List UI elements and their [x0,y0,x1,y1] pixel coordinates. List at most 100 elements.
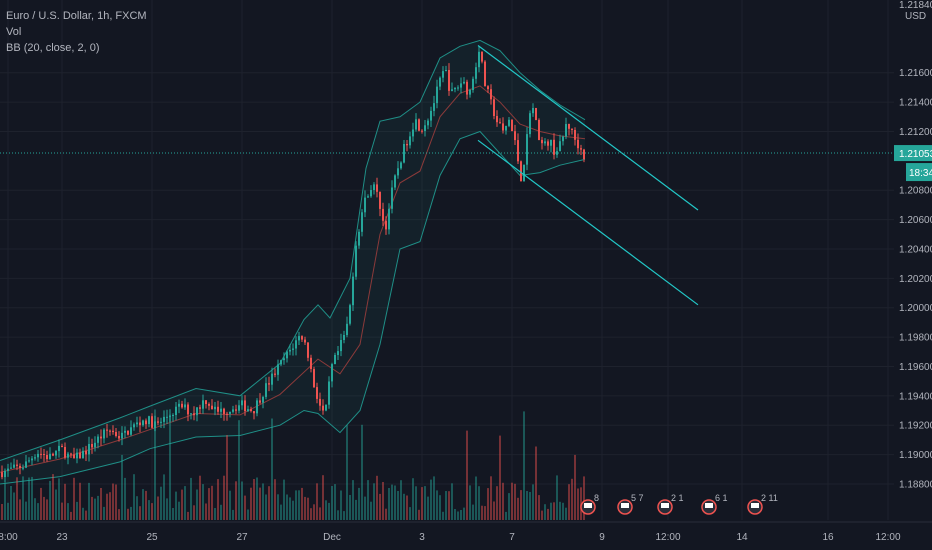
volume-bar [214,508,216,520]
candle-body [451,89,453,91]
candle-body [547,141,549,146]
volume-bar [568,484,570,520]
candle-body [418,119,420,131]
volume-bar [133,474,135,520]
volume-bar [325,500,327,520]
volume-bar [109,492,111,520]
candle-body [328,381,330,405]
event-marker[interactable]: 2 11 [747,493,778,515]
time-tick-label: 12:00 [655,532,680,543]
volume-bar [16,477,18,520]
volume-bar [52,474,54,520]
candle-body [136,422,138,425]
price-label-top: 1.21840 [899,0,932,11]
candle-body [106,429,108,431]
candle-body [493,99,495,116]
candle-body [271,373,273,385]
bollinger-indicator-label[interactable]: BB (20, close, 2, 0) [6,42,100,54]
volume-bar [304,496,306,520]
volume-bar [40,487,42,520]
time-tick-label: 3 [419,532,425,543]
candle-body [226,413,228,415]
volume-bar [79,482,81,520]
candle-body [241,400,243,406]
volume-bar [13,492,15,520]
volume-bar [241,481,243,520]
candle-body [178,403,180,407]
event-marker[interactable]: 8 [580,493,599,515]
volume-bar [316,483,318,520]
candle-body [121,432,123,439]
volume-bar [118,509,120,520]
volume-bar [403,493,405,520]
candle-body [403,144,405,163]
volume-bar [172,508,174,520]
countdown-label: 18:34 [909,168,932,179]
candle-body [199,407,201,409]
candles [1,46,585,483]
candle-body [319,398,321,406]
candle-body [184,404,186,408]
event-marker[interactable]: 6 1 [701,493,728,515]
volume-bar [541,510,543,520]
event-count: 2 11 [761,493,778,503]
candle-body [19,465,21,468]
candle-body [220,408,222,412]
candle-body [238,405,240,411]
candle-body [1,472,3,478]
volume-bar [160,486,162,520]
trend-channel[interactable] [477,45,699,306]
volume-bar [577,488,579,520]
candle-body [481,51,483,62]
volume-bar [523,411,525,520]
bollinger-band-fill [0,40,585,485]
volume-bar [37,503,39,520]
volume-indicator-label[interactable]: Vol [6,26,22,38]
event-marker[interactable]: 2 1 [657,493,684,515]
candle-body [349,305,351,324]
volume-bar [271,418,273,520]
candle-body [4,470,6,478]
candle-body [463,81,465,84]
candle-body [133,424,135,428]
volume-bar [211,485,213,520]
volume-bar [229,490,231,520]
candle-body [253,411,255,414]
time-axis[interactable]: 8:00 23 25 27 Dec 3 7 9 12:00 14 16 12:00 [0,521,932,550]
candle-body [439,77,441,87]
volume-bar [406,495,408,520]
volume-bar [22,476,24,520]
time-tick-label: Dec [323,532,341,543]
candle-body [550,139,552,146]
volume-bar [25,501,27,520]
candle-body [151,416,153,428]
candle-body [310,357,312,369]
volume-bar [208,488,210,520]
candle-body [502,123,504,131]
volume-bar [154,409,156,520]
volume-bar [4,483,6,520]
candle-body [484,61,486,87]
symbol-title[interactable]: Euro / U.S. Dollar, 1h, FXCM [6,10,147,22]
volume-bar [436,490,438,520]
candle-body [538,120,540,140]
volume-bar [499,435,501,520]
price-tick-label: 1.20800 [899,186,932,197]
flag-stripe-icon [584,503,592,508]
candle-body [469,90,471,95]
volume-bar [73,477,75,520]
event-marker[interactable]: 5 7 [617,493,644,515]
candle-body [298,336,300,341]
candle-body [16,464,18,466]
candle-body [88,444,90,455]
event-markers[interactable]: 8 5 7 2 1 6 1 2 11 [580,493,778,515]
candle-body [541,139,543,144]
volume-bar [400,480,402,520]
volume-bar [556,475,558,520]
candle-body [508,119,510,126]
candle-body [127,430,129,435]
time-axis-bg [0,522,932,550]
